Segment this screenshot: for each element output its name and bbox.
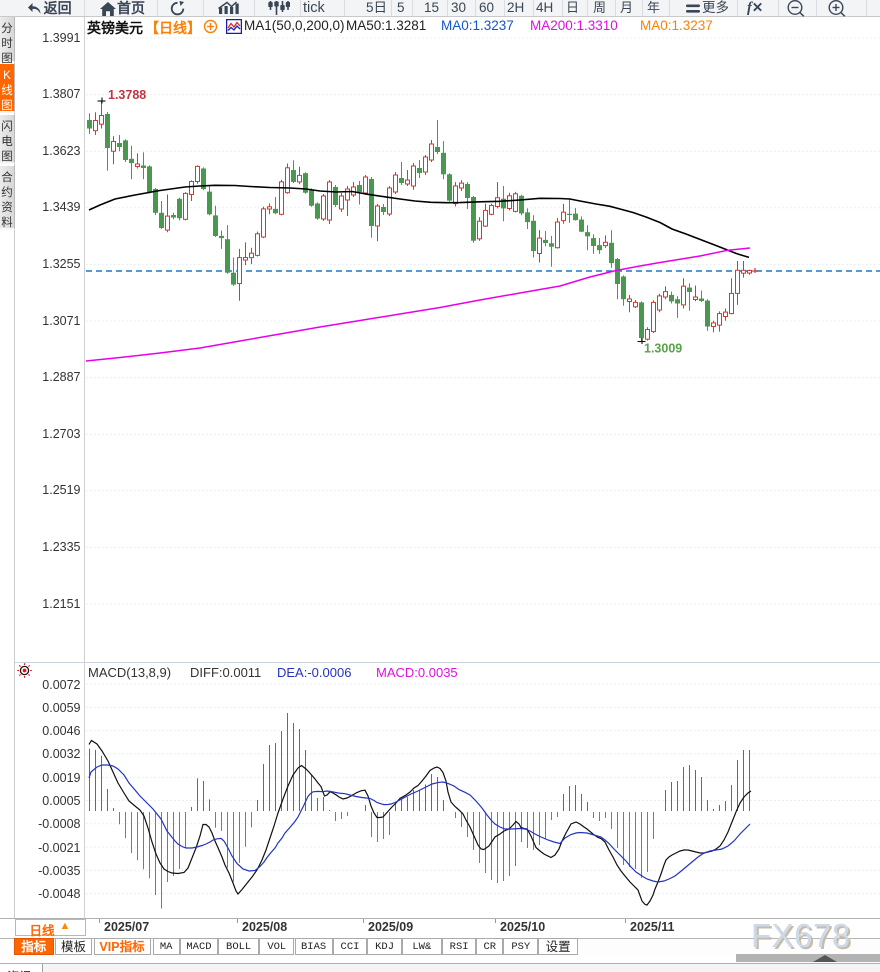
svg-text:1.3009: 1.3009 (644, 342, 682, 356)
svg-text:1.3788: 1.3788 (108, 88, 146, 102)
